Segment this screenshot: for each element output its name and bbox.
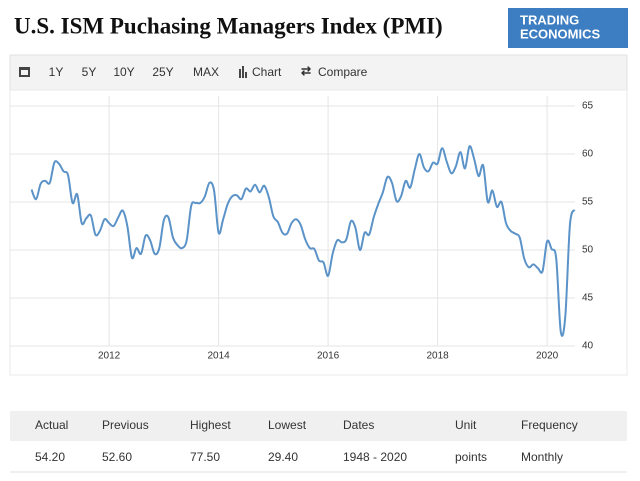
logo-text: ECONOMICS	[520, 26, 601, 41]
y-tick-label: 65	[582, 101, 594, 112]
logo-text: TRADING	[520, 12, 579, 27]
range-button[interactable]: 1Y	[49, 65, 64, 79]
table-cell: 52.60	[102, 450, 132, 464]
chart-area	[9, 89, 628, 376]
table-cell: 54.20	[35, 450, 65, 464]
y-tick-label: 40	[582, 341, 594, 352]
range-button[interactable]: 5Y	[82, 65, 97, 79]
x-tick-label: 2016	[317, 351, 340, 362]
x-tick-label: 2020	[536, 351, 559, 362]
table-cell: 77.50	[190, 450, 220, 464]
shuffle-icon: ⇄	[301, 64, 311, 78]
table-header: Unit	[455, 418, 477, 432]
table-header: Previous	[102, 418, 149, 432]
table-header-bg	[10, 411, 627, 441]
y-tick-label: 45	[582, 293, 594, 304]
table-cell: 1948 - 2020	[343, 450, 407, 464]
x-tick-label: 2012	[98, 351, 121, 362]
compare-button[interactable]: Compare	[318, 65, 368, 79]
table-header: Actual	[35, 418, 68, 432]
y-tick-label: 55	[582, 197, 594, 208]
y-tick-label: 50	[582, 245, 594, 256]
data-line	[30, 145, 576, 337]
chart-button[interactable]: Chart	[252, 65, 282, 79]
y-tick-label: 60	[582, 149, 594, 160]
table-cell: points	[455, 450, 487, 464]
bar-icon	[239, 66, 247, 78]
table-cell: Monthly	[521, 450, 563, 464]
table-header: Lowest	[268, 418, 307, 432]
table-header: Frequency	[521, 418, 578, 432]
table-cell: 29.40	[268, 450, 298, 464]
range-button[interactable]: MAX	[193, 65, 219, 79]
table-header: Dates	[343, 418, 374, 432]
range-button[interactable]: 25Y	[152, 65, 173, 79]
range-button[interactable]: 10Y	[113, 65, 134, 79]
table-header: Highest	[190, 418, 231, 432]
logo[interactable]	[508, 8, 628, 48]
toolbar	[9, 54, 628, 91]
calendar-icon[interactable]	[19, 67, 30, 77]
x-tick-label: 2014	[207, 351, 230, 362]
x-tick-label: 2018	[426, 351, 449, 362]
page-title: U.S. ISM Puchasing Managers Index (PMI)	[14, 13, 443, 38]
